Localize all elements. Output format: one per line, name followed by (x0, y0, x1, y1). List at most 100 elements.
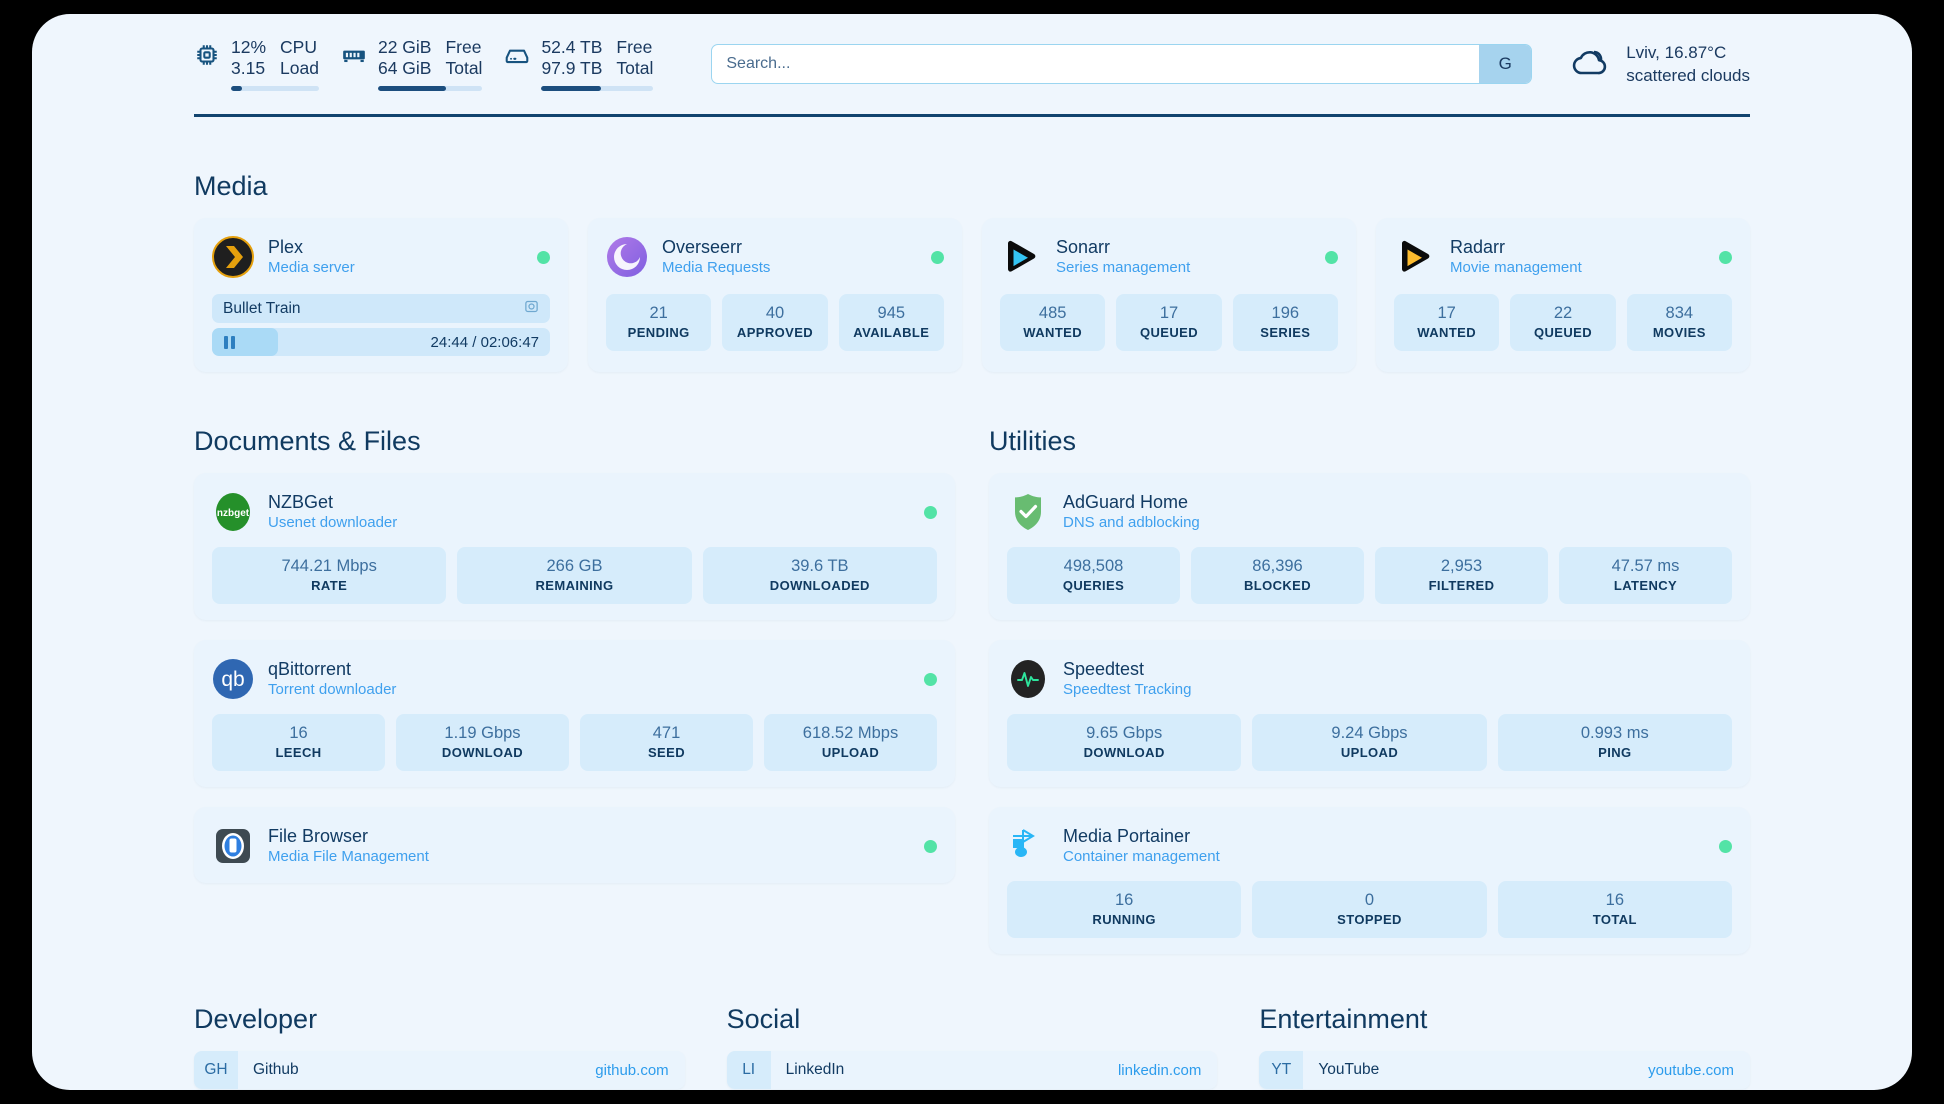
metric: 0.993 ms PING (1497, 714, 1732, 771)
search-provider-button[interactable]: G (1479, 45, 1532, 83)
service-card-speedtest[interactable]: Speedtest Speedtest Tracking 9.65 Gbps D… (989, 640, 1750, 787)
svg-text:qb: qb (221, 668, 244, 691)
progress-fill (212, 328, 278, 356)
service-card-media-portainer[interactable]: Media Portainer Container management 16 … (989, 807, 1750, 954)
bookmark-group-developer: Developer GH Github github.com SO StackO… (194, 962, 685, 1090)
bookmark-abbr: GH (194, 1051, 238, 1089)
metric-label: BLOCKED (1243, 578, 1312, 593)
metric: 9.24 Gbps UPLOAD (1252, 714, 1487, 771)
now-playing-progress[interactable]: 24:44 / 02:06:47 (212, 328, 550, 356)
bookmark-group-social: Social LI LinkedIn linkedin.com TW Twitt… (726, 962, 1218, 1090)
bookmark-name: LinkedIn (785, 1061, 845, 1078)
bookmark-item-github[interactable]: GH Github github.com (194, 1051, 685, 1089)
metric-value: 22 (1553, 304, 1573, 322)
status-dot (1719, 839, 1732, 853)
bookmark-url: linkedin.com (1117, 1061, 1202, 1079)
metric-label: STOPPED (1337, 912, 1402, 927)
metrics-row: 17 WANTED 22 QUEUED 834 MOVIES (1394, 294, 1732, 351)
metric: 21 PENDING (606, 294, 712, 351)
metric-value: 47.57 ms (1611, 557, 1680, 575)
adguard-icon (1007, 491, 1049, 533)
memory-icon (341, 42, 367, 73)
svg-text:nzbget: nzbget (217, 508, 250, 519)
metric-value: 744.21 Mbps (281, 557, 377, 575)
metric-value: 2,953 (1440, 557, 1483, 575)
metric-value: 16 (1114, 891, 1134, 909)
bookmarks-grid: Developer GH Github github.com SO StackO… (194, 962, 1750, 1090)
nzbget-icon: nzbget (212, 491, 254, 533)
bookmark-name: YouTube (1318, 1061, 1380, 1078)
now-playing-title: Bullet Train (223, 299, 301, 317)
metric: 16 TOTAL (1497, 881, 1732, 938)
bookmark-item-linkedin[interactable]: LI LinkedIn linkedin.com (726, 1051, 1218, 1089)
cast-icon[interactable] (524, 299, 539, 319)
status-dot (537, 250, 550, 264)
speedtest-icon (1007, 658, 1049, 700)
metric-label: REMAINING (535, 578, 614, 593)
metric: 1.19 Gbps DOWNLOAD (396, 714, 569, 771)
metric: 47.57 ms LATENCY (1559, 547, 1732, 604)
metrics-row: 21 PENDING 40 APPROVED 945 AVAILABLE (606, 294, 944, 351)
metric: 86,396 BLOCKED (1191, 547, 1364, 604)
service-card-sonarr[interactable]: Sonarr Series management 485 WANTED 17 Q… (982, 218, 1356, 372)
metric-value: 485 (1038, 304, 1067, 322)
service-subtitle: Torrent downloader (268, 681, 397, 698)
service-name: Speedtest (1063, 659, 1145, 679)
metric-value: 266 GB (546, 557, 603, 575)
service-card-radarr[interactable]: Radarr Movie management 17 WANTED 22 QUE… (1376, 218, 1750, 372)
service-name: Radarr (1450, 237, 1506, 257)
metric-value: 9.24 Gbps (1331, 724, 1408, 742)
metric-label: MOVIES (1652, 325, 1706, 340)
service-subtitle: Usenet downloader (268, 514, 398, 531)
metric-label: AVAILABLE (853, 325, 930, 340)
metric-value: 17 (1437, 304, 1456, 322)
cloud-icon (1568, 45, 1612, 84)
weather-description: scattered clouds (1626, 66, 1750, 85)
now-playing-time: 24:44 / 02:06:47 (430, 333, 539, 351)
metric-label: SEED (647, 745, 685, 760)
metric-label: QUEUED (1139, 325, 1198, 340)
metrics-row: 16 RUNNING 0 STOPPED 16 TOTAL (1007, 881, 1732, 938)
metric-value: 17 (1159, 304, 1179, 322)
bookmark-item-youtube[interactable]: YT YouTube youtube.com (1259, 1051, 1750, 1089)
metric-value: 39.6 TB (791, 557, 849, 575)
pause-icon[interactable] (224, 335, 235, 349)
cpu-label-top: CPU (280, 37, 317, 57)
service-card-adguard-home[interactable]: AdGuard Home DNS and adblocking 498,508 … (989, 473, 1750, 620)
metric-label: DOWNLOAD (1083, 745, 1165, 760)
metric-value: 40 (765, 304, 785, 322)
metric-label: APPROVED (736, 325, 814, 340)
metric: 39.6 TB DOWNLOADED (702, 547, 937, 604)
metrics-row: 498,508 QUERIES 86,396 BLOCKED 2,953 FIL… (1007, 547, 1732, 604)
metric-value: 471 (652, 724, 681, 742)
now-playing-title-bar[interactable]: Bullet Train (212, 294, 550, 323)
service-subtitle: Speedtest Tracking (1063, 681, 1192, 698)
service-card-overseerr[interactable]: Overseerr Media Requests 21 PENDING 40 A… (588, 218, 962, 372)
metric: 16 RUNNING (1007, 881, 1242, 938)
metrics-row: 9.65 Gbps DOWNLOAD 9.24 Gbps UPLOAD 0.99… (1007, 714, 1732, 771)
metric-value: 834 (1665, 304, 1694, 322)
search-input[interactable] (712, 45, 1480, 83)
metric: 196 SERIES (1232, 294, 1338, 351)
bookmark-group-title: Developer (194, 1004, 318, 1034)
disk-total-value: 97.9 TB (541, 58, 603, 78)
metric-value: 16 (1605, 891, 1624, 909)
metric-value: 86,396 (1252, 557, 1303, 575)
service-card-file-browser[interactable]: File Browser Media File Management (194, 807, 955, 883)
service-name: Media Portainer (1063, 826, 1191, 846)
bookmark-group-entertainment: Entertainment YT YouTube youtube.com NF … (1259, 962, 1750, 1090)
bookmark-abbr: LI (726, 1051, 771, 1089)
metric-label: FILTERED (1428, 578, 1495, 593)
search-box[interactable]: G (711, 44, 1533, 84)
service-card-nzbget[interactable]: nzbget NZBGet Usenet downloader 74 (194, 473, 955, 620)
service-card-plex[interactable]: Plex Media server Bullet Train (194, 218, 568, 372)
service-card-qbittorrent[interactable]: qb qBittorrent Torrent downloader (194, 640, 955, 787)
bookmark-abbr: YT (1259, 1051, 1304, 1089)
status-dot (924, 839, 937, 853)
section-title-media: Media (194, 171, 268, 201)
documents-card-list: nzbget NZBGet Usenet downloader 74 (194, 473, 955, 883)
metric-value: 21 (649, 304, 668, 322)
service-name: Sonarr (1056, 237, 1111, 257)
metric-label: LATENCY (1613, 578, 1678, 593)
metric-label: WANTED (1417, 325, 1477, 340)
